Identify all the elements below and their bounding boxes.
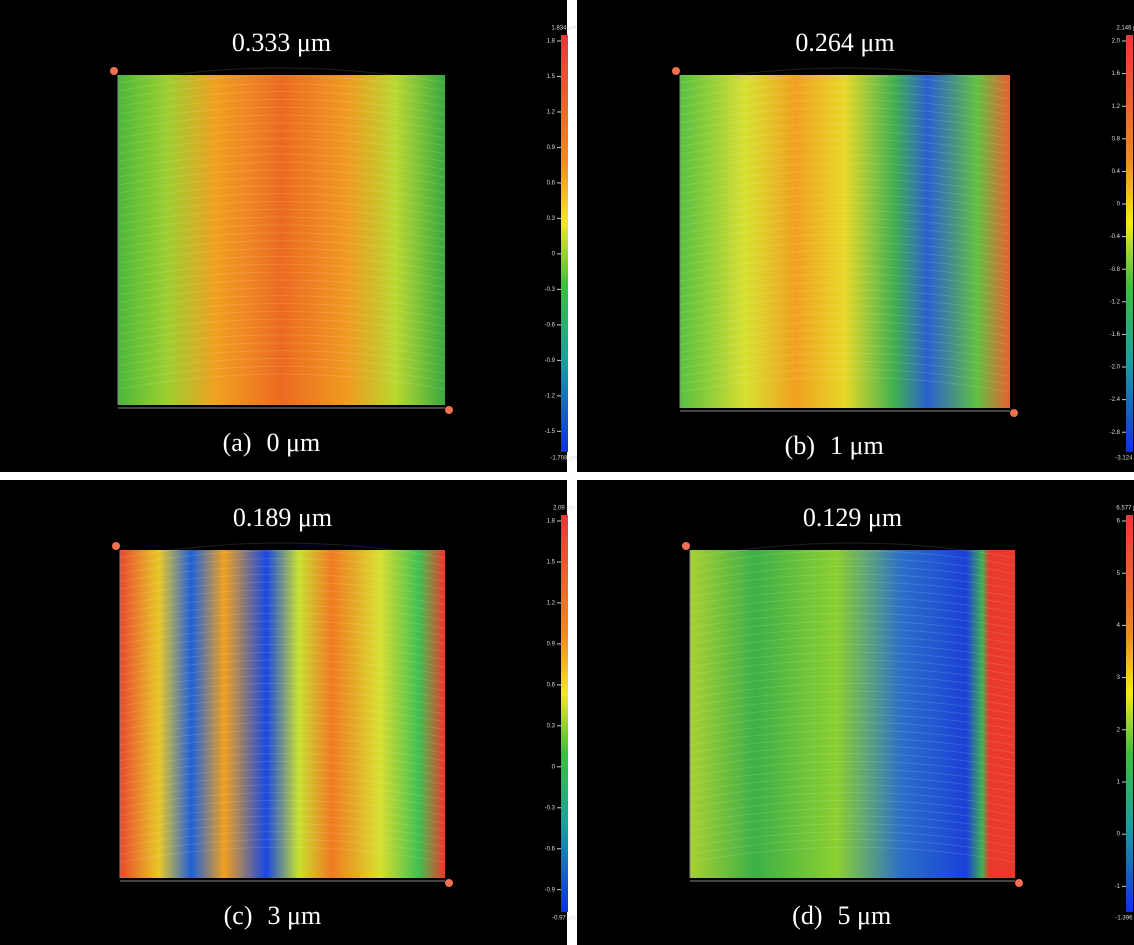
colorbar-max: 1.834 μm xyxy=(551,26,576,32)
colorbar-min: -1.396 μm xyxy=(1115,916,1134,922)
colorbar-tick-label: -0.9 xyxy=(545,358,556,364)
colorbar-tick-label: -0.6 xyxy=(545,846,556,852)
corner-marker xyxy=(1010,409,1018,417)
colorbar-tick-label: -1 xyxy=(1115,884,1121,890)
panel: 0.333 μm (a) 0 μm 1.834 μm -1.708 μm 1.8 1.5 1.… xyxy=(0,0,578,472)
colorbar-tick-label: -0.6 xyxy=(545,322,556,328)
colorbar-tick-label: -2.4 xyxy=(1110,397,1121,403)
panel: 0.264 μm (b) 1 μm 2.146 μm -3.124 μm 2.0 1.6 1.… xyxy=(577,0,1134,472)
colorbar-tick-label: 2.0 xyxy=(1112,39,1121,45)
colorbar-tick-label: 0.6 xyxy=(547,682,556,688)
colorbar-tick-label: 1.2 xyxy=(547,601,556,607)
panel: 0.189 μm (c) 3 μm 2.09 μm -0.97 μm 1.8 1.5 1.2 0… xyxy=(0,480,576,945)
colorbar xyxy=(1126,35,1133,452)
colorbar-tick-label: -0.3 xyxy=(545,805,556,811)
colorbar-tick-label: -1.2 xyxy=(545,393,556,399)
panel: 0.129 μm(d)5 μm6.577 μm-1.396 μm6543210-… xyxy=(577,480,1134,945)
colorbar-tick-label: -1.6 xyxy=(1110,332,1121,338)
colorbar-tick-label: -1.5 xyxy=(545,429,556,435)
colorbar-tick-label: 1.5 xyxy=(547,560,556,566)
colorbar-tick-label: 0.9 xyxy=(547,145,556,151)
panel-depth: 5 μm xyxy=(838,901,892,930)
figure: 0.333 μm (a) 0 μm 1.834 μm -1.708 μm 1.8 1.5 1.… xyxy=(0,0,1134,945)
colorbar-tick-label: -2.0 xyxy=(1110,365,1121,371)
colorbar-tick-label: -1.2 xyxy=(1110,299,1121,305)
colorbar xyxy=(561,515,568,912)
panel-depth: 3 μm xyxy=(268,901,322,930)
corner-marker xyxy=(112,542,120,550)
colorbar-tick-label: -0.3 xyxy=(545,287,556,293)
panel-title: 0.189 μm xyxy=(233,503,332,532)
colorbar-min: -3.124 μm xyxy=(1115,456,1134,462)
colorbar xyxy=(561,35,568,452)
panel-label: (c) xyxy=(224,901,253,930)
panel-label: (a) xyxy=(223,428,252,457)
panel-title: 0.333 μm xyxy=(232,28,331,57)
corner-marker xyxy=(1015,879,1023,887)
colorbar-tick-label: 1.2 xyxy=(547,110,556,116)
colorbar-max: 2.09 μm xyxy=(553,506,575,512)
colorbar-tick-label: -2.8 xyxy=(1110,430,1121,436)
colorbar-max: 2.146 μm xyxy=(1116,26,1134,32)
corner-marker xyxy=(445,406,453,414)
colorbar-tick-label: 1.8 xyxy=(547,39,556,45)
colorbar-tick-label: -0.8 xyxy=(1110,267,1121,273)
panel-title: 0.264 μm xyxy=(795,28,894,57)
colorbar-tick-label: -0.9 xyxy=(545,887,556,893)
colorbar xyxy=(1126,515,1133,912)
corner-marker xyxy=(445,879,453,887)
corner-marker xyxy=(110,67,118,75)
colorbar-tick-label: 0.6 xyxy=(547,181,556,187)
corner-marker xyxy=(682,542,690,550)
colorbar-tick-label: 0.3 xyxy=(547,723,556,729)
colorbar-min: -0.97 μm xyxy=(552,916,576,922)
colorbar-tick-label: 1.2 xyxy=(1112,104,1121,110)
colorbar-tick-label: 0.8 xyxy=(1112,136,1121,142)
colorbar-max: 6.577 μm xyxy=(1116,506,1134,512)
panel-label: (d) xyxy=(792,901,822,930)
colorbar-tick-label: 1.5 xyxy=(547,74,556,80)
panel-depth: 1 μm xyxy=(830,431,884,460)
colorbar-tick-label: 1.8 xyxy=(547,519,556,525)
colorbar-tick-label: 0.4 xyxy=(1112,169,1121,175)
corner-marker xyxy=(672,67,680,75)
panel-depth: 0 μm xyxy=(267,428,321,457)
colorbar-tick-label: 1.6 xyxy=(1112,71,1121,77)
colorbar-tick-label: -0.4 xyxy=(1110,234,1121,240)
panel-title: 0.129 μm xyxy=(803,503,902,532)
colorbar-tick-label: 0.9 xyxy=(547,641,556,647)
panel-label: (b) xyxy=(785,431,815,460)
colorbar-tick-label: 0.3 xyxy=(547,216,556,222)
colorbar-min: -1.708 μm xyxy=(550,456,577,462)
